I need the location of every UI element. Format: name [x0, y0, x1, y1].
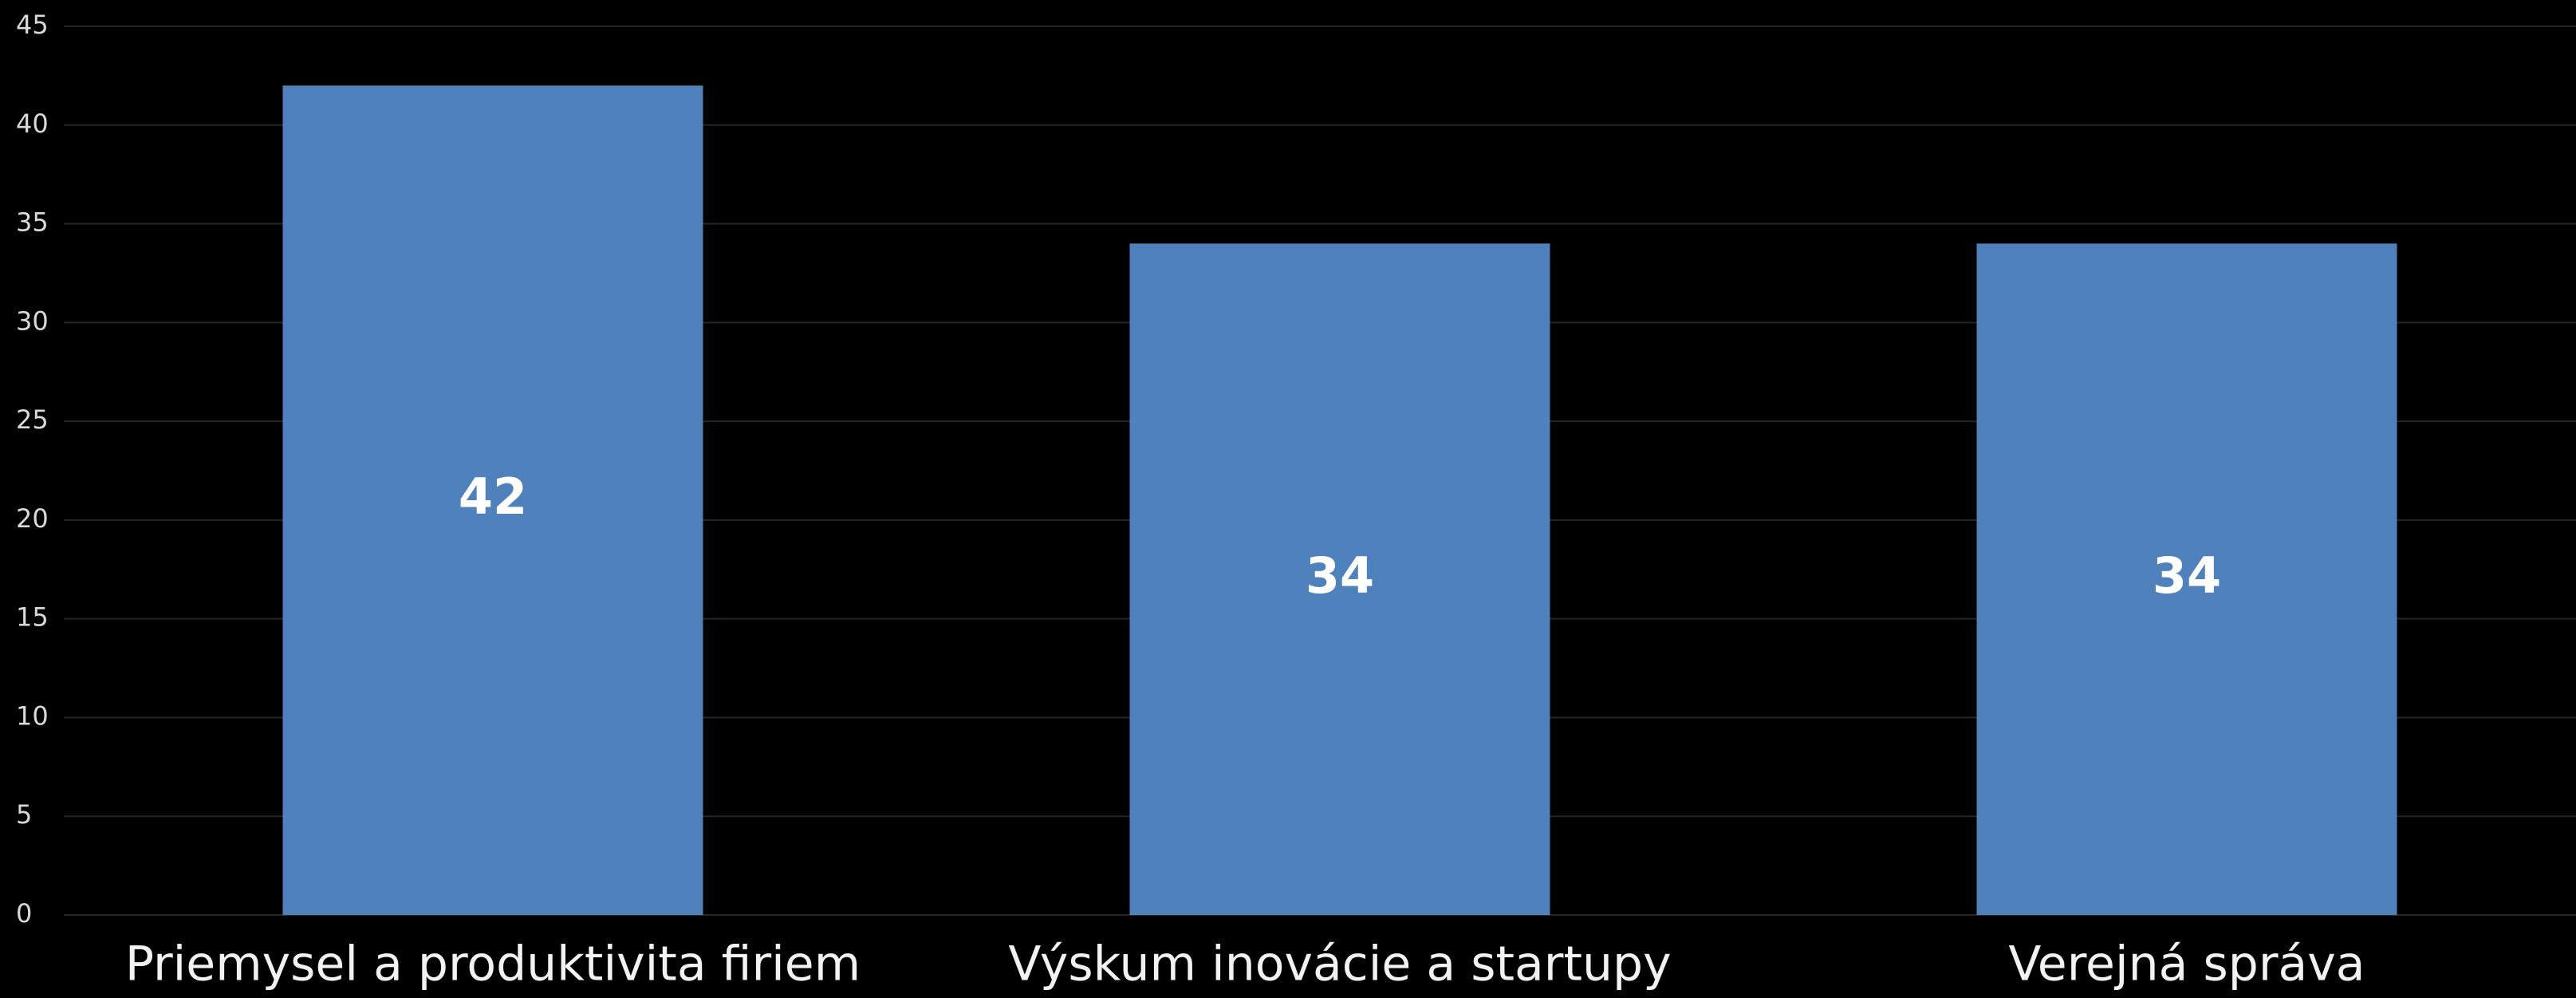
x-tick-label: Verejná správa: [2008, 937, 2365, 992]
y-tick-label: 25: [16, 404, 49, 435]
bar: [1129, 243, 1550, 915]
y-tick-label: 40: [16, 108, 49, 139]
bar: [282, 85, 703, 915]
x-tick-label: Výskum inovácie a startupy: [1008, 937, 1671, 992]
y-tick-label: 45: [16, 10, 49, 40]
y-tick-label: 35: [16, 207, 49, 238]
y-tick-label: 5: [16, 799, 32, 830]
y-tick-label: 10: [16, 700, 49, 731]
y-tick-label: 0: [16, 898, 32, 929]
y-tick-label: 20: [16, 503, 49, 534]
data-label: 34: [2153, 546, 2221, 605]
y-tick-label: 15: [16, 602, 49, 633]
data-label: 34: [1306, 546, 1374, 605]
bar: [1976, 243, 2397, 915]
data-label: 42: [459, 467, 527, 526]
x-tick-label: Priemysel a produktivita firiem: [125, 937, 861, 992]
y-tick-label: 30: [16, 306, 49, 336]
